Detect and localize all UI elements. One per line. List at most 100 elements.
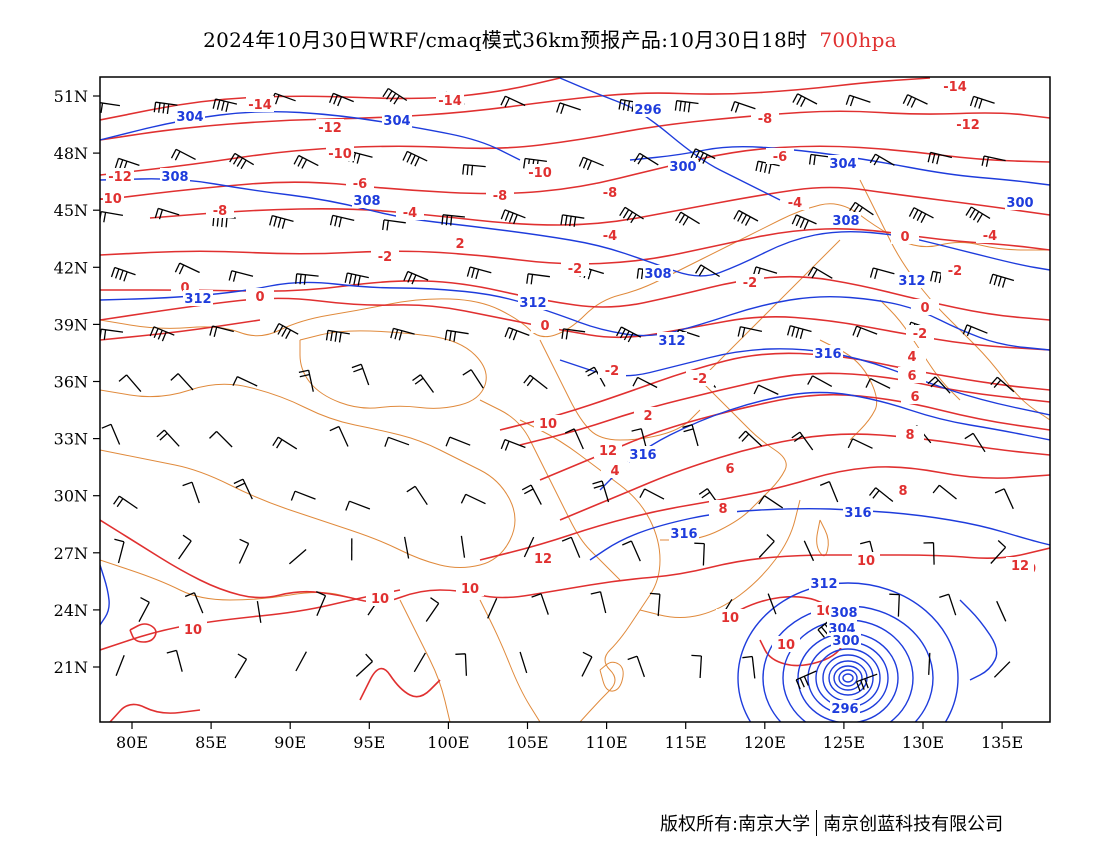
- wind-barb: [295, 651, 307, 672]
- typhoon-isobar: [833, 665, 863, 691]
- temperature-label: 0: [180, 281, 189, 296]
- height-label: 312: [184, 292, 211, 307]
- wind-barb: [138, 597, 150, 623]
- border-line: [100, 203, 1050, 338]
- wind-barb: [229, 152, 255, 170]
- temperature-label: 10: [721, 611, 739, 626]
- lon-tick-label: 135E: [981, 733, 1023, 752]
- wind-barb: [869, 267, 895, 279]
- wind-barb: [523, 536, 535, 558]
- label-backdrop: [669, 525, 699, 541]
- wind-barb: [561, 328, 586, 340]
- label-backdrop: [371, 248, 399, 264]
- wind-barb: [682, 424, 699, 447]
- height-label: 304: [176, 110, 203, 125]
- wind-barb: [166, 649, 183, 672]
- wind-barb: [964, 432, 986, 453]
- lon-tick-label: 130E: [902, 733, 944, 752]
- wind-barb: [521, 484, 542, 505]
- wind-barb: [209, 325, 234, 337]
- height-label: 316: [629, 448, 656, 463]
- wind-barb: [691, 654, 703, 679]
- wind-barb: [500, 95, 526, 108]
- label-backdrop: [896, 426, 924, 442]
- lat-tick-label: 33N: [54, 430, 88, 449]
- footer-divider: [816, 810, 818, 836]
- wind-barb: [460, 493, 486, 505]
- wind-barb: [869, 153, 895, 166]
- contour-labels: -14 -14 -14 -12 -12 -12 -10 -10 -10 -8 -8 -8 -8 -6 -6 -…: [100, 78, 1041, 717]
- wind-barb: [865, 378, 891, 389]
- wind-barb: [293, 154, 319, 169]
- wind-barb: [969, 95, 995, 109]
- wind-barb: [849, 201, 874, 216]
- wind-barb: [845, 94, 871, 107]
- footer-left: 版权所有:南京大学: [660, 814, 811, 835]
- wind-barb: [154, 207, 180, 220]
- height-label: 300: [832, 634, 859, 649]
- temperature-isoline: [100, 77, 561, 121]
- label-backdrop: [898, 348, 926, 364]
- label-backdrop: [1005, 194, 1035, 210]
- wind-barb: [674, 100, 699, 113]
- wind-barb: [382, 219, 406, 231]
- wind-barb: [115, 655, 125, 677]
- wind-barb: [462, 369, 484, 389]
- wind-barb: [170, 373, 194, 391]
- label-backdrop: [976, 227, 1004, 243]
- wind-barb: [182, 481, 200, 504]
- border-line: [859, 179, 1050, 421]
- wind-barb: [807, 266, 833, 279]
- temperature-label: 0: [540, 319, 549, 334]
- label-backdrop: [396, 204, 424, 220]
- wind-barb: [153, 101, 178, 114]
- height-label: 308: [830, 606, 857, 621]
- wind-barb: [996, 600, 1007, 622]
- temperature-label: 10: [371, 592, 389, 607]
- label-backdrop: [246, 288, 274, 304]
- lon-tick-label: 120E: [744, 733, 786, 752]
- temperature-label: -2: [378, 250, 392, 265]
- label-backdrop: [751, 110, 779, 126]
- temperature-label: 8: [905, 428, 914, 443]
- lat-tick-label: 36N: [54, 373, 88, 392]
- label-backdrop: [628, 446, 658, 462]
- wind-barb: [753, 384, 779, 395]
- temperature-label: -6: [773, 150, 787, 165]
- temperature-isoline: [479, 466, 1050, 561]
- wind-barb: [441, 214, 465, 226]
- wind-barb: [402, 150, 428, 167]
- wind-barb: [632, 376, 658, 389]
- wind-barb: [100, 210, 124, 223]
- wind-barb: [118, 374, 142, 393]
- label-backdrop: [531, 317, 559, 333]
- label-backdrop: [183, 290, 213, 306]
- wind-barb: [526, 273, 550, 285]
- height-label: 312: [658, 334, 685, 349]
- height-label: 316: [844, 506, 871, 521]
- label-backdrop: [830, 700, 860, 716]
- wind-barb: [618, 98, 643, 112]
- temperature-label: 10: [184, 623, 202, 638]
- temperature-label: -12: [956, 118, 980, 133]
- temperature-label: -4: [788, 196, 802, 211]
- wind-barb: [889, 593, 900, 617]
- temperature-isoline: [149, 186, 1050, 226]
- temperature-label: -8: [493, 189, 507, 204]
- typhoon-isobar: [842, 673, 854, 683]
- latitude-axis: 51N 48N 45N 42N 39N 36N 33N 30N 27N 24N 21N: [54, 87, 100, 677]
- label-backdrop: [828, 155, 858, 171]
- lon-tick-label: 100E: [427, 733, 469, 752]
- label-backdrop: [486, 187, 514, 203]
- label-backdrop: [897, 272, 927, 288]
- wind-barb: [590, 591, 607, 614]
- height-isoline: [589, 507, 1050, 561]
- temperature-label: -12: [108, 170, 132, 185]
- wind-barb: [990, 540, 1007, 564]
- label-backdrop: [456, 580, 484, 596]
- label-backdrop: [534, 415, 562, 431]
- wind-barb: [792, 93, 818, 108]
- wind-barb: [807, 375, 833, 387]
- temperature-isoline: [100, 145, 1050, 201]
- label-backdrop: [668, 158, 698, 174]
